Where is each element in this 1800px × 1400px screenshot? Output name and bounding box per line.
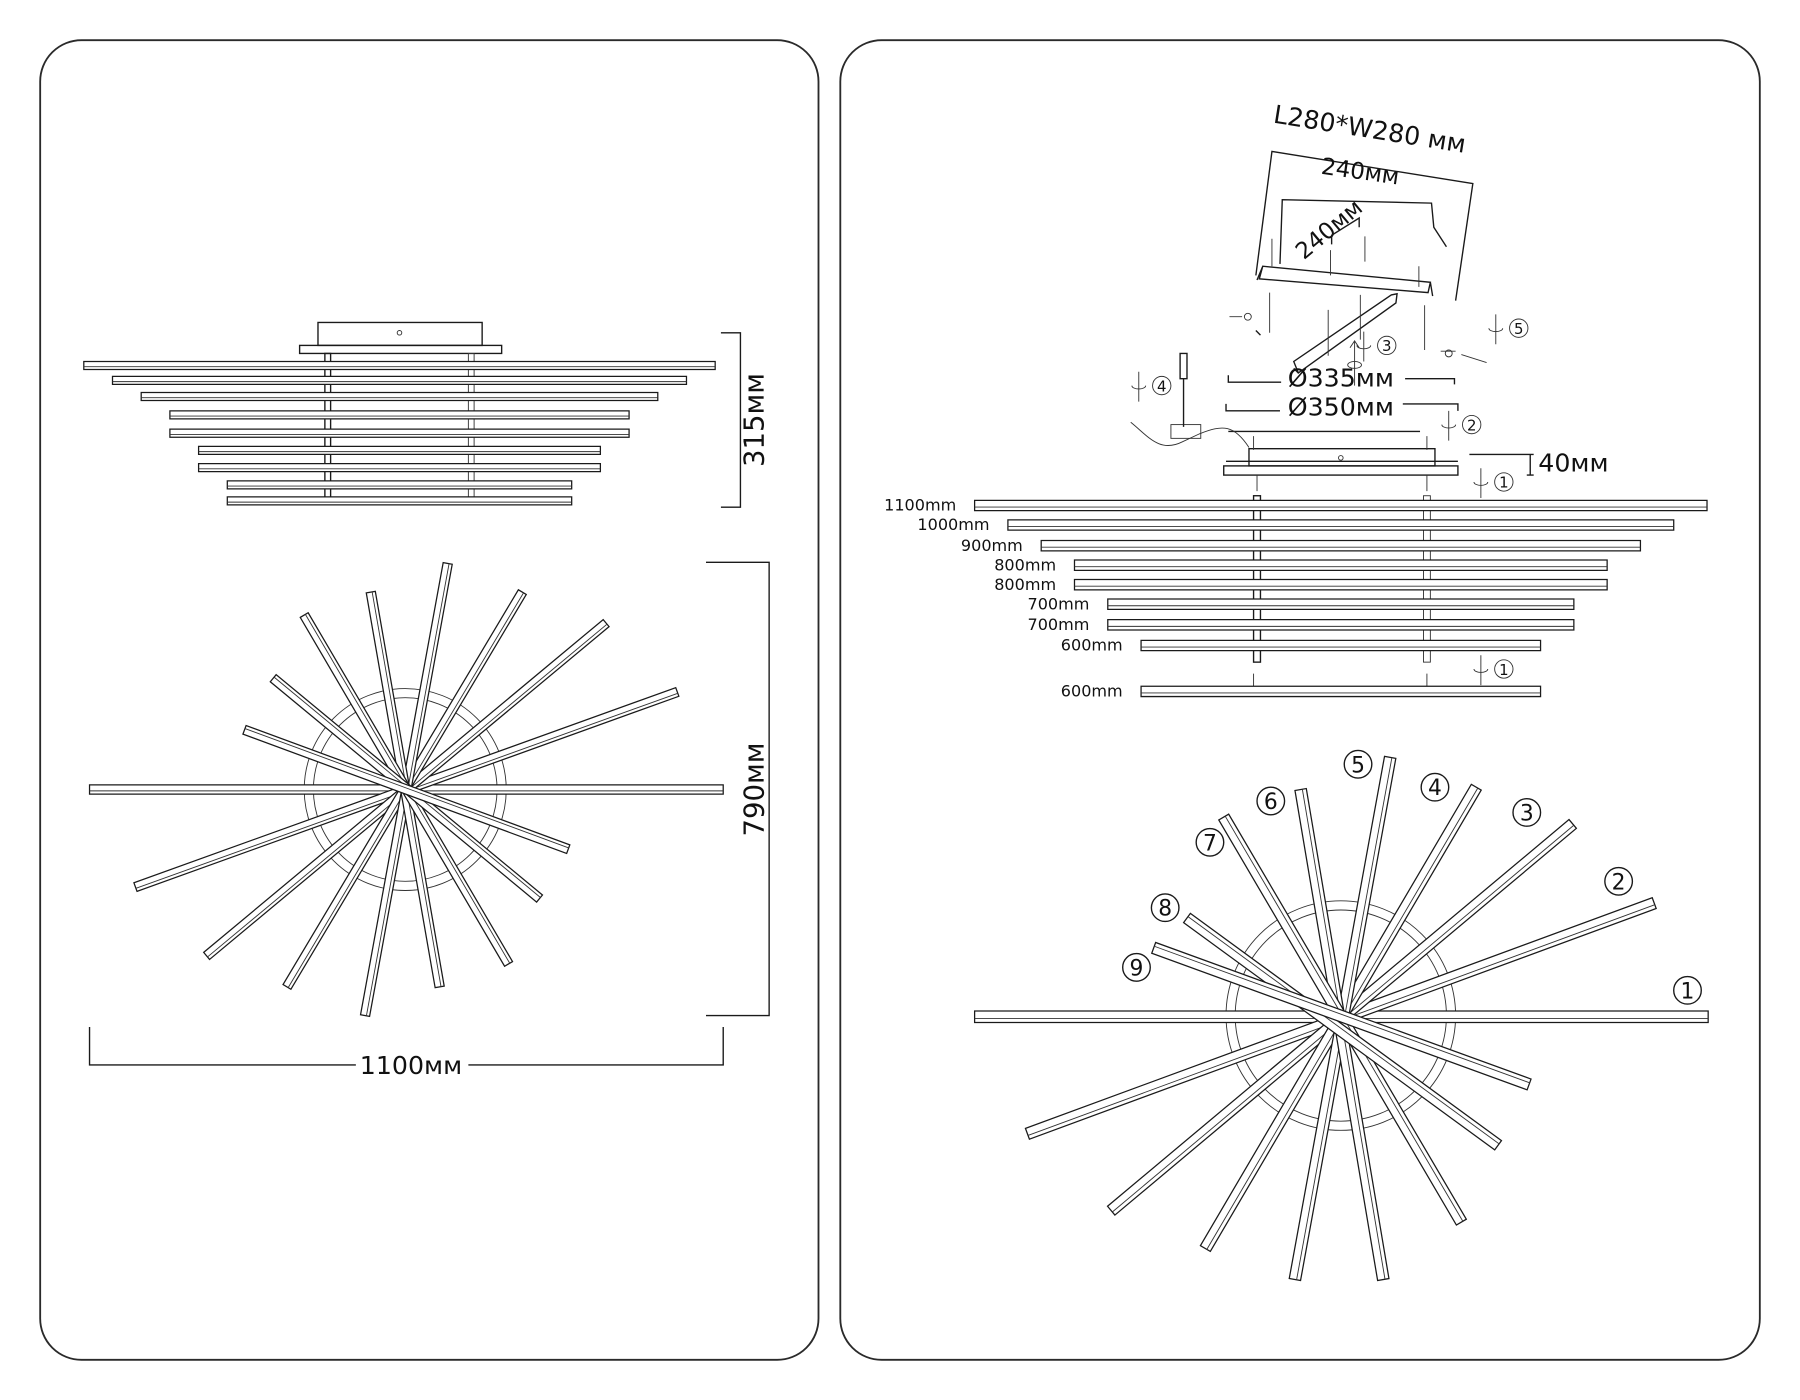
step-circle — [1509, 318, 1529, 338]
bar-number: 1 — [1681, 979, 1695, 1004]
bar-number-circle — [1343, 749, 1373, 779]
depth-label: 790мм — [738, 742, 770, 836]
side-bar-right-4 — [1073, 559, 1608, 571]
bar-length-label: 800mm — [994, 575, 1056, 594]
height-label: 315мм — [738, 373, 770, 467]
bar-number-circle — [1256, 786, 1286, 816]
bar-number-circle — [1195, 827, 1225, 857]
step-number: 5 — [1514, 320, 1523, 338]
rotate-arrow-icon — [1131, 371, 1147, 402]
side-bar-1 — [83, 360, 716, 371]
bar-length-label: 700mm — [1027, 615, 1089, 634]
step-circle — [1152, 375, 1172, 396]
left-top-view — [88, 561, 724, 1018]
bar-number-circle — [1122, 952, 1151, 982]
side-bar-5 — [169, 428, 630, 438]
bar-length-label: 600mm — [1061, 682, 1123, 701]
right-panel — [839, 39, 1761, 1361]
bar-number: 9 — [1130, 956, 1144, 981]
step-number: 3 — [1382, 337, 1391, 355]
side-bar-7 — [197, 462, 602, 473]
right-top-view — [973, 755, 1709, 1282]
terminal-block — [1170, 424, 1202, 439]
bar-length-label: 600mm — [1061, 636, 1123, 655]
step-number: 1 — [1499, 661, 1508, 679]
bar-number-circle — [1150, 893, 1180, 923]
canopy-plate-right — [1223, 465, 1459, 476]
side-bar-6 — [197, 445, 602, 456]
side-bar-8 — [226, 480, 573, 490]
bar-length-label: 700mm — [1027, 594, 1089, 613]
bar-length-label: 900mm — [961, 536, 1023, 555]
side-bar-right-6 — [1107, 598, 1575, 610]
depth-dimension: 790мм — [705, 561, 770, 1017]
step-circle — [1462, 414, 1482, 435]
top-bar-9-edge — [244, 728, 569, 849]
bar-number-circle — [1673, 975, 1702, 1005]
canopy-side: Ø335мм Ø350мм 40мм — [1130, 352, 1609, 492]
top-bar-right-9 — [1150, 941, 1532, 1091]
bar-number-markers: 1 2 3 4 5 6 7 8 9 — [1122, 749, 1702, 1005]
top-bar-right-8 — [1182, 912, 1503, 1151]
width-dimension: 1100мм — [88, 1027, 724, 1080]
canopy-screw — [396, 330, 403, 336]
bar-length-label: 800mm — [994, 555, 1056, 574]
side-bar-right-7 — [1107, 619, 1575, 631]
bar-length-label: 1000mm — [917, 515, 989, 534]
canopy-plate — [298, 344, 503, 355]
bar-number: 7 — [1203, 831, 1217, 856]
bar-number-circle — [1420, 772, 1450, 802]
step-circle — [1377, 335, 1397, 356]
side-bar-right-3 — [1040, 539, 1642, 552]
step-number: 4 — [1157, 377, 1166, 395]
step-circle — [1494, 472, 1514, 492]
rotate-arrow-icon — [1356, 331, 1372, 362]
bar-number-circle — [1512, 797, 1542, 827]
bar-number-circle — [1604, 866, 1634, 896]
side-bar-3 — [140, 391, 659, 402]
bar-number: 5 — [1351, 753, 1365, 778]
side-bar-right-8 — [1140, 639, 1542, 652]
side-bar-9 — [226, 496, 573, 506]
top-bar-right-8-edge — [1187, 916, 1500, 1145]
side-bar-right-9 — [1140, 685, 1542, 698]
bar-number: 4 — [1428, 776, 1442, 801]
left-side-view — [83, 321, 716, 506]
side-bar-2 — [111, 375, 688, 386]
step-number: 1 — [1499, 474, 1508, 492]
canopy-inner-diameter: Ø335мм — [1288, 364, 1394, 393]
step-markers: 1 2 3 4 5 1 — [1131, 314, 1529, 686]
canopy-height-label: 40мм — [1538, 449, 1608, 478]
step-circle — [1494, 659, 1514, 679]
bar-number: 6 — [1264, 790, 1278, 815]
rotate-arrow-icon — [1473, 655, 1489, 686]
screwdriver — [1179, 352, 1188, 427]
right-side-view: 1100mm1000mm900mm800mm800mm700mm700mm600… — [884, 495, 1708, 701]
width-label: 1100мм — [360, 1051, 462, 1080]
side-bar-right-5 — [1073, 578, 1608, 591]
height-dimension: 315мм — [720, 332, 770, 508]
bar-number: 2 — [1612, 870, 1626, 895]
top-bar-right-9-edge — [1154, 945, 1530, 1084]
canopy-outer-diameter: Ø350мм — [1288, 392, 1394, 421]
rotate-arrow-icon — [1473, 468, 1489, 499]
rotate-arrow-icon — [1488, 314, 1504, 345]
side-bar-right-2 — [1007, 519, 1675, 531]
bar-number: 3 — [1520, 801, 1534, 826]
side-bar-4 — [169, 410, 630, 420]
rotate-arrow-icon — [1441, 410, 1457, 441]
side-bar-right-1 — [973, 499, 1708, 512]
step-number: 2 — [1467, 416, 1476, 434]
bar-length-label: 1100mm — [884, 496, 956, 515]
bar-number: 8 — [1158, 897, 1172, 922]
left-panel — [39, 39, 820, 1361]
